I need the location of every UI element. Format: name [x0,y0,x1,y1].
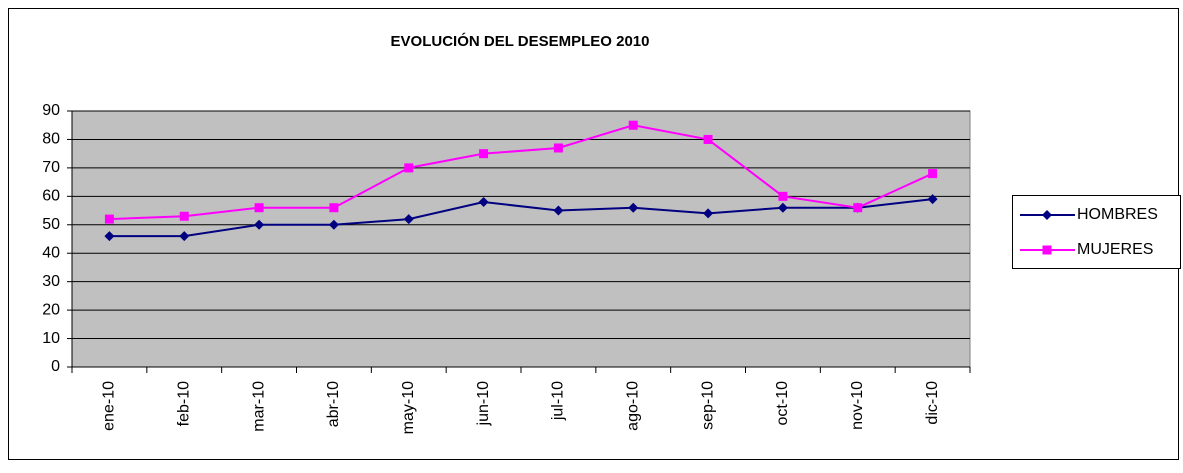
x-tick-label: may-10 [400,381,417,434]
data-point [328,219,339,230]
data-point [927,194,938,205]
y-tick-label: 0 [51,358,60,375]
y-tick-label: 40 [42,244,60,261]
y-tick-label: 20 [42,301,60,318]
legend-box [1012,195,1181,269]
data-point [853,203,863,213]
data-point [628,202,639,213]
data-point [104,231,115,242]
chart-title: EVOLUCIÓN DEL DESEMPLEO 2010 [391,32,650,50]
data-point [254,203,264,213]
x-tick-label: jun-10 [475,381,492,427]
data-point [329,203,339,213]
y-tick-label: 70 [42,159,60,176]
x-tick-label: nov-10 [849,381,866,430]
x-tick-label: sep-10 [699,381,716,430]
data-point [179,231,190,242]
y-tick-label: 90 [42,102,60,119]
data-point [478,197,489,208]
data-point [404,163,414,173]
legend-label: HOMBRES [1077,206,1158,223]
data-point [104,214,114,224]
x-tick-label: abr-10 [325,381,342,427]
legend-marker [1042,210,1052,220]
data-point [778,191,788,201]
series-line [109,198,933,238]
y-tick-label: 30 [42,273,60,290]
data-point [553,205,564,216]
data-point [703,134,713,144]
x-tick-label: jul-10 [550,381,567,421]
x-tick-label: oct-10 [774,381,791,426]
y-tick-label: 80 [42,131,60,148]
x-tick-label: mar-10 [250,381,267,432]
x-tick-label: ene-10 [101,381,118,431]
data-point [179,211,189,221]
data-point [628,120,638,130]
x-tick-label: ago-10 [624,381,641,431]
legend-label: MUJERES [1077,241,1153,258]
data-point [928,169,938,179]
legend-marker [1042,245,1052,255]
y-tick-label: 50 [42,216,60,233]
plot-area [71,110,971,368]
x-tick-label: feb-10 [175,381,192,426]
data-point [254,219,265,230]
y-tick-label: 60 [42,188,60,205]
data-point [553,143,563,153]
data-point [777,202,788,213]
y-tick-label: 10 [42,330,60,347]
data-point [703,208,714,219]
data-point [479,149,489,159]
series-line [109,124,933,221]
data-point [403,214,414,225]
x-tick-label: dic-10 [924,381,941,425]
